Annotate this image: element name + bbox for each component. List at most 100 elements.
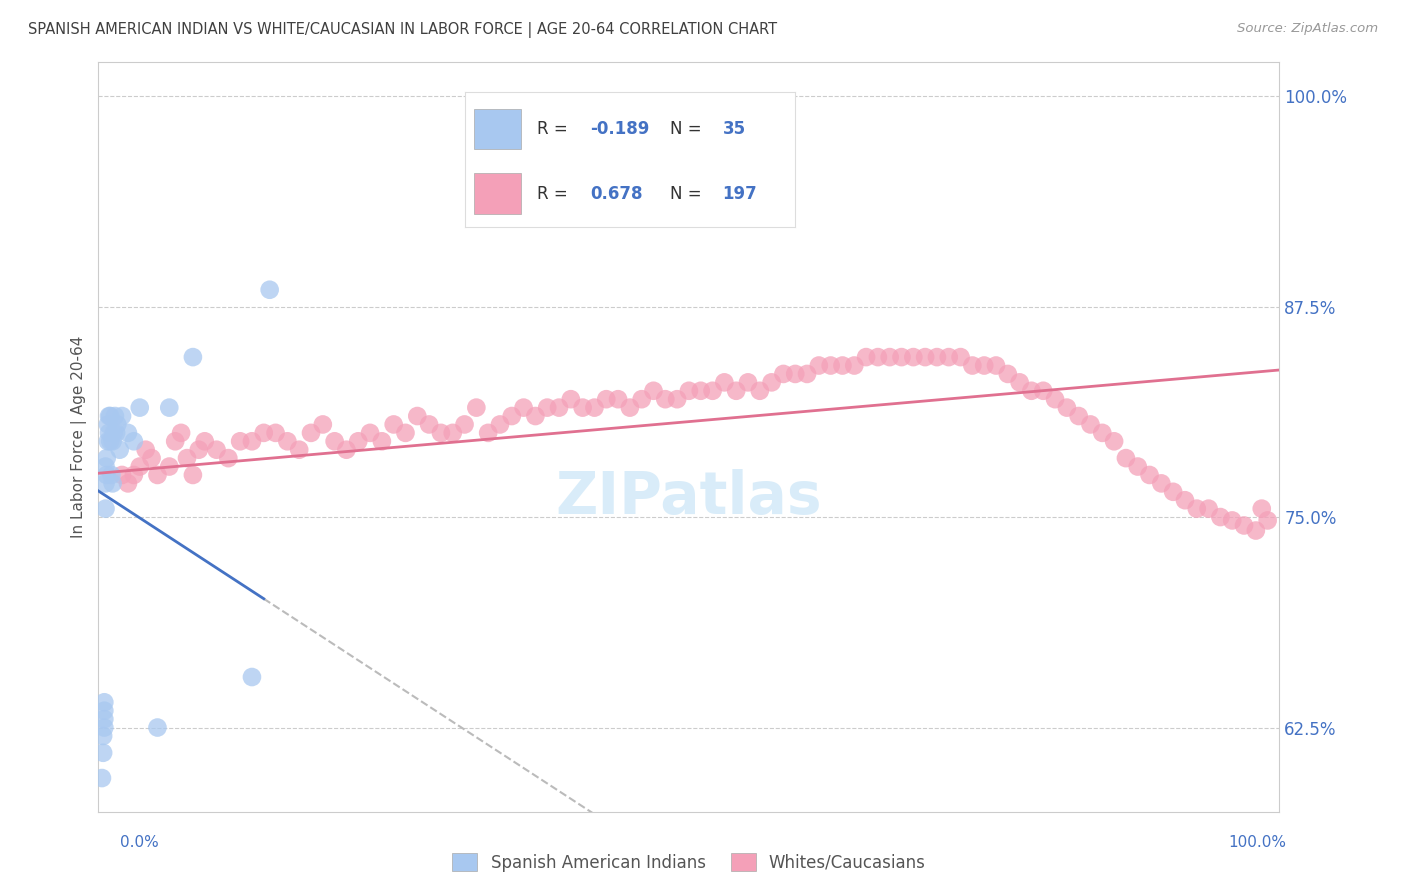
Point <box>820 359 842 373</box>
Point <box>288 442 311 457</box>
Point <box>108 442 131 457</box>
Point <box>571 401 593 415</box>
Point <box>371 434 394 449</box>
Point <box>465 401 488 415</box>
Point <box>240 670 263 684</box>
Point <box>761 376 783 390</box>
Point <box>1115 451 1137 466</box>
Text: 100.0%: 100.0% <box>1229 836 1286 850</box>
Text: SPANISH AMERICAN INDIAN VS WHITE/CAUCASIAN IN LABOR FORCE | AGE 20-64 CORRELATIO: SPANISH AMERICAN INDIAN VS WHITE/CAUCASI… <box>28 22 778 38</box>
Point <box>1067 409 1090 423</box>
Point <box>1220 513 1243 527</box>
Point <box>111 467 134 482</box>
Point <box>176 451 198 466</box>
Point <box>607 392 630 407</box>
Point <box>890 350 912 364</box>
Point <box>93 695 115 709</box>
Point <box>94 501 117 516</box>
Point <box>253 425 276 440</box>
Point <box>101 476 124 491</box>
Point <box>181 467 204 482</box>
Point <box>1161 484 1184 499</box>
Point <box>879 350 901 364</box>
Point <box>595 392 617 407</box>
Point <box>240 434 263 449</box>
Point <box>984 359 1007 373</box>
Point <box>925 350 948 364</box>
Text: ZIPatlas: ZIPatlas <box>555 468 823 525</box>
Point <box>93 712 115 726</box>
Point <box>560 392 582 407</box>
Point <box>1102 434 1125 449</box>
Point <box>157 459 180 474</box>
Point <box>170 425 193 440</box>
Point <box>323 434 346 449</box>
Legend: Spanish American Indians, Whites/Caucasians: Spanish American Indians, Whites/Caucasi… <box>446 847 932 879</box>
Point <box>643 384 665 398</box>
Point <box>772 367 794 381</box>
Point <box>276 434 298 449</box>
Point <box>104 409 127 423</box>
Point <box>105 417 128 432</box>
Point <box>1244 524 1267 538</box>
Point <box>194 434 217 449</box>
Point <box>1209 510 1232 524</box>
Point <box>441 425 464 440</box>
Text: Source: ZipAtlas.com: Source: ZipAtlas.com <box>1237 22 1378 36</box>
Point <box>1174 493 1197 508</box>
Point <box>737 376 759 390</box>
Point <box>100 467 122 482</box>
Point <box>666 392 689 407</box>
Point <box>94 459 117 474</box>
Point <box>702 384 724 398</box>
Point <box>91 771 114 785</box>
Point <box>229 434 252 449</box>
Point <box>785 367 807 381</box>
Point <box>678 384 700 398</box>
Point <box>866 350 889 364</box>
Point <box>914 350 936 364</box>
Point <box>97 434 120 449</box>
Point <box>122 467 145 482</box>
Point <box>128 459 150 474</box>
Point <box>98 425 121 440</box>
Point <box>1056 401 1078 415</box>
Point <box>725 384 748 398</box>
Point <box>1021 384 1043 398</box>
Point <box>938 350 960 364</box>
Point <box>141 451 163 466</box>
Point <box>949 350 972 364</box>
Point <box>844 359 866 373</box>
Point <box>146 721 169 735</box>
Point <box>524 409 547 423</box>
Point <box>430 425 453 440</box>
Point <box>619 401 641 415</box>
Text: 0.0%: 0.0% <box>120 836 159 850</box>
Point <box>713 376 735 390</box>
Point <box>205 442 228 457</box>
Point <box>748 384 770 398</box>
Point <box>103 425 125 440</box>
Point <box>962 359 984 373</box>
Point <box>91 746 114 760</box>
Point <box>93 721 115 735</box>
Point <box>855 350 877 364</box>
Point <box>406 409 429 423</box>
Point <box>796 367 818 381</box>
Point <box>117 425 139 440</box>
Point <box>630 392 652 407</box>
Point <box>831 359 853 373</box>
Point <box>299 425 322 440</box>
Point <box>1043 392 1066 407</box>
Point <box>1257 513 1279 527</box>
Point <box>1185 501 1208 516</box>
Point <box>1233 518 1256 533</box>
Point <box>98 409 121 423</box>
Point <box>1139 467 1161 482</box>
Point <box>453 417 475 432</box>
Point <box>654 392 676 407</box>
Point <box>259 283 281 297</box>
Point <box>105 425 128 440</box>
Point <box>1126 459 1149 474</box>
Point <box>359 425 381 440</box>
